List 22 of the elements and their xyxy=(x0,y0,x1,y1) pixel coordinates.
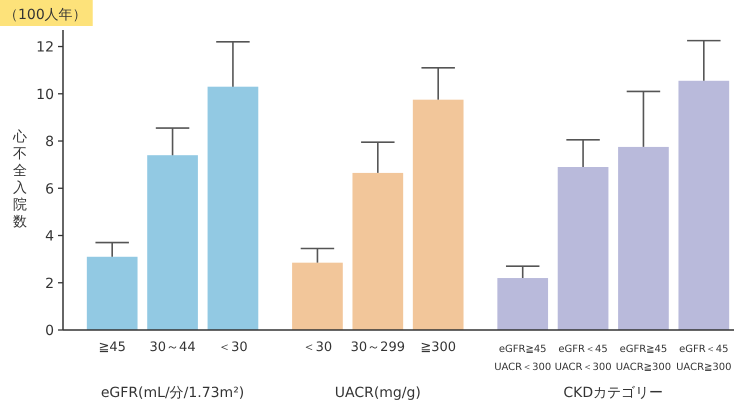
y-tick-label: 12 xyxy=(36,40,54,56)
x-tick-label: ＜30 xyxy=(218,340,248,355)
text: UACR(mg/g) xyxy=(334,385,421,401)
x-tick-label: eGFR≧45 UACR＜300 xyxy=(494,344,552,373)
y-tick-label: 8 xyxy=(45,134,54,150)
x-tick-label: ≧45 xyxy=(98,340,126,355)
y-tick-label: 0 xyxy=(45,323,54,339)
y-tick-label: 2 xyxy=(45,276,54,292)
x-tick-label: 30～299 xyxy=(350,340,405,355)
x-tick-label: 30～44 xyxy=(150,340,196,355)
x-tick-label: eGFR＜45 UACR≧300 xyxy=(676,344,732,373)
text: eGFR(mL/分/1.73m²) xyxy=(100,385,244,401)
text: （100人年） xyxy=(4,7,87,23)
text: CKDカテゴリー xyxy=(563,385,664,401)
y-tick-label: 4 xyxy=(45,228,54,245)
y-tick-label: 6 xyxy=(45,181,54,198)
x-tick-label: eGFR＜45 UACR＜300 xyxy=(554,344,612,373)
x-tick-label: eGFR≧45 UACR≧300 xyxy=(616,344,672,373)
x-tick-label: ＜30 xyxy=(302,340,332,355)
y-axis-title: 心不全入院数 xyxy=(12,129,27,230)
x-tick-label: ≧300 xyxy=(420,340,456,355)
y-tick-label: 10 xyxy=(36,86,54,103)
